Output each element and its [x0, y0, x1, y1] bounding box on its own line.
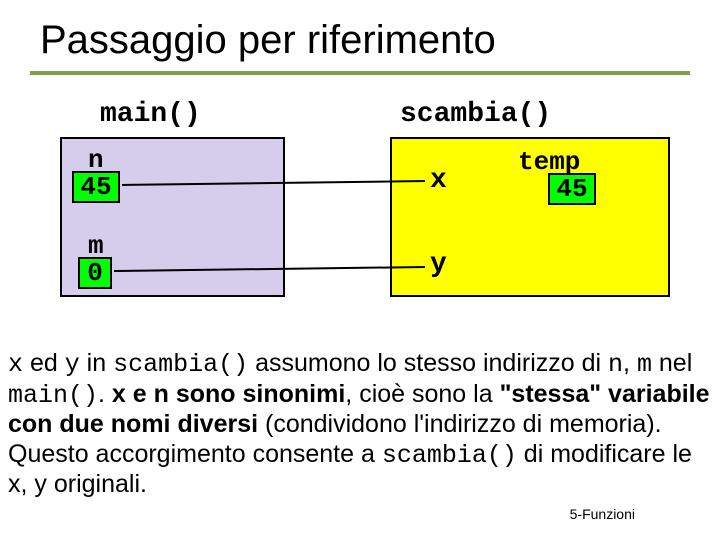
p-t10: nel — [652, 349, 692, 377]
main-fn-label: main() — [100, 99, 201, 130]
p-main: main() — [8, 381, 98, 410]
p-x: x — [8, 350, 23, 379]
p-t14: , cioè sono la — [345, 380, 499, 408]
p-scambia2: scambia() — [382, 441, 517, 470]
p-y: y — [65, 350, 80, 379]
p-t4: in — [80, 349, 113, 377]
page-title: Passaggio per riferimento — [0, 0, 720, 63]
var-m-value: 0 — [78, 257, 112, 289]
p-t8: , — [623, 349, 637, 377]
p-m: m — [637, 350, 652, 379]
var-n-value: 45 — [72, 171, 120, 203]
explanation-paragraph: x ed y in scambia() assumono lo stesso i… — [0, 349, 720, 500]
scambia-fn-label: scambia() — [400, 99, 551, 130]
p-n: n — [608, 350, 623, 379]
var-temp-value: 45 — [548, 173, 596, 205]
diagram-area: main() scambia() n 45 m 0 x y temp 45 — [0, 87, 720, 347]
title-underline — [30, 71, 690, 75]
footer-label: 5-Funzioni — [570, 506, 635, 522]
p-t6: assumono lo stesso indirizzo di — [248, 349, 608, 377]
p-sinonimi: x e n sono sinonimi — [112, 380, 345, 408]
p-t2: ed — [23, 349, 65, 377]
var-x-label: x — [430, 165, 447, 196]
var-y-label: y — [430, 249, 447, 280]
p-scambia1: scambia() — [113, 350, 248, 379]
p-t12: . — [98, 380, 112, 408]
